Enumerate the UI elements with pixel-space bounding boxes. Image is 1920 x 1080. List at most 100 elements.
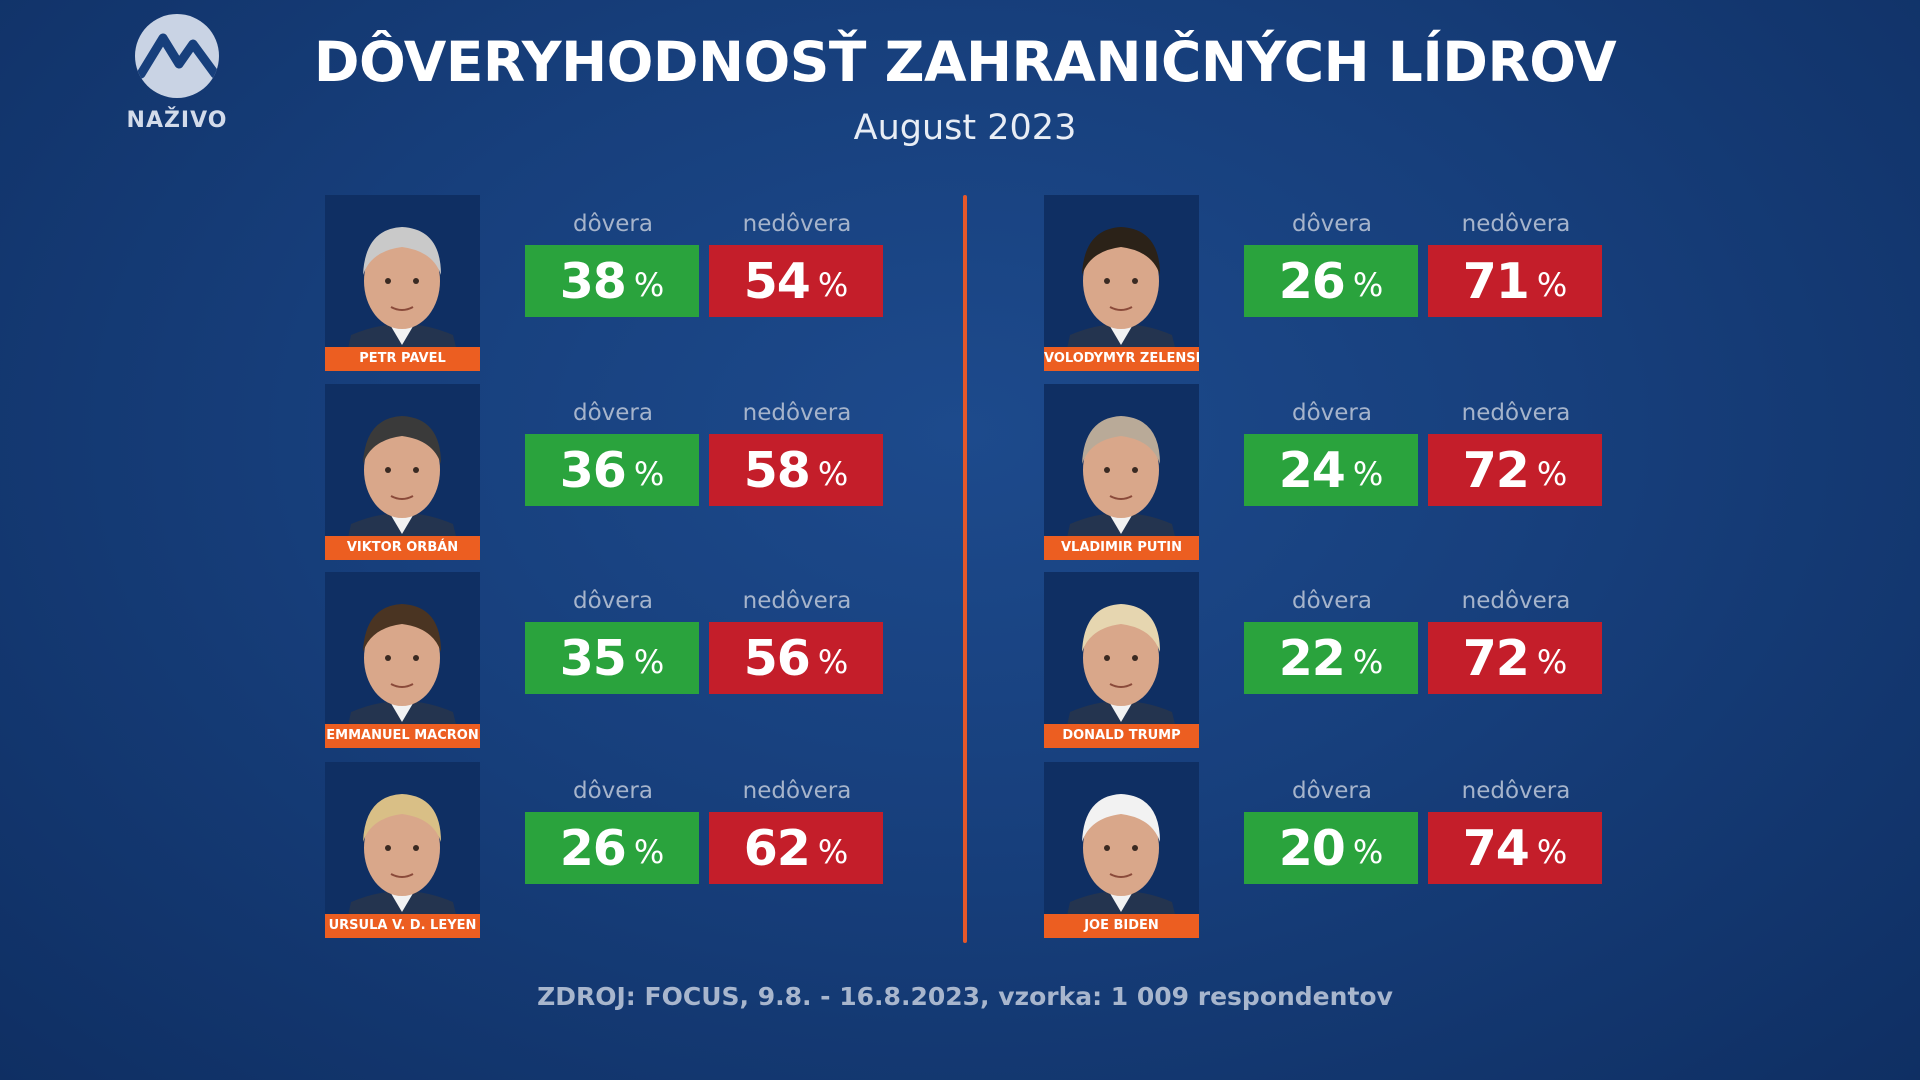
trust-value-box: 35%	[525, 622, 699, 694]
percent-sign: %	[817, 643, 849, 681]
trust-metric: dôvera 26%	[525, 762, 701, 884]
distrust-value-box: 74%	[1428, 812, 1602, 884]
trust-value: 26	[559, 819, 627, 877]
leader-portrait: URSULA V. D. LEYEN	[325, 762, 480, 938]
distrust-metric: nedôvera 58%	[709, 384, 885, 506]
distrust-value: 54	[743, 252, 811, 310]
percent-sign: %	[633, 643, 665, 681]
trust-metric: dôvera 38%	[525, 195, 701, 317]
percent-sign: %	[817, 833, 849, 871]
leader-row: VLADIMIR PUTIN dôvera 24% nedôvera 72%	[1044, 384, 1604, 560]
distrust-value: 62	[743, 819, 811, 877]
percent-sign: %	[1352, 643, 1384, 681]
percent-sign: %	[1536, 643, 1568, 681]
percent-sign: %	[1352, 833, 1384, 871]
source-note: ZDROJ: FOCUS, 9.8. - 16.8.2023, vzorka: …	[537, 982, 1393, 1011]
distrust-value: 72	[1462, 441, 1530, 499]
trust-value: 20	[1278, 819, 1346, 877]
leader-portrait: VIKTOR ORBÁN	[325, 384, 480, 560]
distrust-metric: nedôvera 62%	[709, 762, 885, 884]
trust-value: 22	[1278, 629, 1346, 687]
leader-row: VIKTOR ORBÁN dôvera 36% nedôvera 58%	[325, 384, 885, 560]
distrust-label: nedôvera	[1461, 588, 1571, 614]
markiza-wave-icon	[135, 14, 219, 98]
trust-value-box: 22%	[1244, 622, 1418, 694]
chart-subtitle: August 2023	[853, 108, 1077, 148]
leader-name: URSULA V. D. LEYEN	[325, 914, 480, 938]
percent-sign: %	[817, 266, 849, 304]
percent-sign: %	[1536, 833, 1568, 871]
percent-sign: %	[1352, 266, 1384, 304]
trust-value-box: 24%	[1244, 434, 1418, 506]
distrust-value-box: 72%	[1428, 434, 1602, 506]
distrust-label: nedôvera	[1461, 400, 1571, 426]
trust-value: 24	[1278, 441, 1346, 499]
trust-metric: dôvera 20%	[1244, 762, 1420, 884]
leader-name: DONALD TRUMP	[1044, 724, 1199, 748]
leader-name: VLADIMIR PUTIN	[1044, 536, 1199, 560]
leader-name: PETR PAVEL	[325, 347, 480, 371]
leader-row: URSULA V. D. LEYEN dôvera 26% nedôvera 62%	[325, 762, 885, 938]
trust-metric: dôvera 36%	[525, 384, 701, 506]
percent-sign: %	[633, 266, 665, 304]
distrust-value: 58	[743, 441, 811, 499]
percent-sign: %	[633, 455, 665, 493]
distrust-label: nedôvera	[1461, 778, 1571, 804]
leader-name: JOE BIDEN	[1044, 914, 1199, 938]
trust-metric: dôvera 35%	[525, 572, 701, 694]
leader-portrait: JOE BIDEN	[1044, 762, 1199, 938]
distrust-value-box: 54%	[709, 245, 883, 317]
trust-value-box: 26%	[1244, 245, 1418, 317]
distrust-metric: nedôvera 74%	[1428, 762, 1604, 884]
distrust-value-box: 58%	[709, 434, 883, 506]
distrust-value-box: 56%	[709, 622, 883, 694]
distrust-value: 56	[743, 629, 811, 687]
distrust-label: nedôvera	[742, 588, 852, 614]
leader-row: VOLODYMYR ZELENSKYJ dôvera 26% nedôvera 71%	[1044, 195, 1604, 371]
chart-title: DÔVERYHODNOSŤ ZAHRANIČNÝCH LÍDROV	[313, 30, 1617, 94]
percent-sign: %	[1536, 266, 1568, 304]
distrust-label: nedôvera	[742, 400, 852, 426]
distrust-value-box: 72%	[1428, 622, 1602, 694]
trust-label: dôvera	[1292, 588, 1372, 614]
trust-label: dôvera	[1292, 400, 1372, 426]
leader-row: JOE BIDEN dôvera 20% nedôvera 74%	[1044, 762, 1604, 938]
percent-sign: %	[817, 455, 849, 493]
leader-portrait: EMMANUEL MACRON	[325, 572, 480, 748]
logo: NAŽIVO	[124, 14, 230, 133]
trust-label: dôvera	[573, 588, 653, 614]
leader-portrait: VLADIMIR PUTIN	[1044, 384, 1199, 560]
trust-label: dôvera	[1292, 211, 1372, 237]
distrust-metric: nedôvera 54%	[709, 195, 885, 317]
percent-sign: %	[1536, 455, 1568, 493]
distrust-metric: nedôvera 72%	[1428, 572, 1604, 694]
distrust-value: 72	[1462, 629, 1530, 687]
trust-label: dôvera	[573, 211, 653, 237]
trust-metric: dôvera 26%	[1244, 195, 1420, 317]
distrust-label: nedôvera	[742, 778, 852, 804]
trust-value: 38	[559, 252, 627, 310]
distrust-metric: nedôvera 56%	[709, 572, 885, 694]
leader-portrait: VOLODYMYR ZELENSKYJ	[1044, 195, 1199, 371]
trust-value: 35	[559, 629, 627, 687]
leader-name: VOLODYMYR ZELENSKYJ	[1044, 347, 1199, 371]
trust-value: 36	[559, 441, 627, 499]
trust-label: dôvera	[1292, 778, 1372, 804]
trust-metric: dôvera 22%	[1244, 572, 1420, 694]
trust-value-box: 26%	[525, 812, 699, 884]
leader-row: PETR PAVEL dôvera 38% nedôvera 54%	[325, 195, 885, 371]
percent-sign: %	[1352, 455, 1384, 493]
trust-metric: dôvera 24%	[1244, 384, 1420, 506]
distrust-label: nedôvera	[742, 211, 852, 237]
leader-name: EMMANUEL MACRON	[325, 724, 480, 748]
leader-row: DONALD TRUMP dôvera 22% nedôvera 72%	[1044, 572, 1604, 748]
leader-portrait: PETR PAVEL	[325, 195, 480, 371]
distrust-value: 74	[1462, 819, 1530, 877]
trust-label: dôvera	[573, 400, 653, 426]
trust-value-box: 20%	[1244, 812, 1418, 884]
trust-value-box: 36%	[525, 434, 699, 506]
distrust-value: 71	[1462, 252, 1530, 310]
distrust-metric: nedôvera 72%	[1428, 384, 1604, 506]
distrust-value-box: 62%	[709, 812, 883, 884]
leader-row: EMMANUEL MACRON dôvera 35% nedôvera 56%	[325, 572, 885, 748]
